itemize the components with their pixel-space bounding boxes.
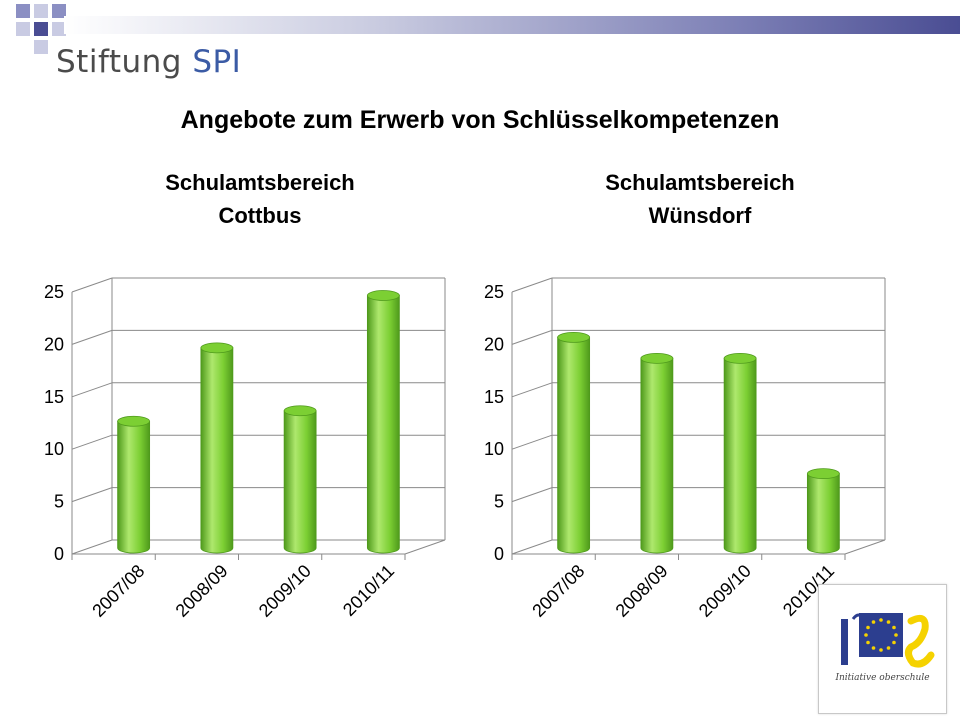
bar-body <box>557 337 591 554</box>
bar-2007/08 <box>557 332 591 554</box>
y-tick-label: 5 <box>494 492 504 512</box>
y-tick-label: 15 <box>44 387 64 407</box>
gridline-side <box>511 329 553 345</box>
bar-top <box>117 415 151 427</box>
chart-title-wuensdorf: Schulamtsbereich Wünsdorf <box>510 166 890 232</box>
bar-top <box>557 332 591 343</box>
eu-star-icon <box>892 625 896 630</box>
eu-star-icon <box>871 646 876 650</box>
eu-star-icon <box>879 618 883 622</box>
eu-star-icon <box>894 633 898 637</box>
gridline-side <box>511 539 553 555</box>
ios-logo-caption: Initiative oberschule <box>835 673 930 683</box>
gridline-side <box>71 487 113 503</box>
gridline-side <box>71 539 113 555</box>
bar-top <box>640 352 674 364</box>
gridline-side <box>511 277 553 293</box>
decorative-squares <box>0 0 80 60</box>
header-gradient-bar <box>64 16 960 34</box>
bar-body <box>283 410 317 554</box>
gridline-side <box>71 434 113 450</box>
x-tick-label: 2009/10 <box>695 561 755 621</box>
eu-star-icon <box>886 620 891 624</box>
y-tick-label: 0 <box>54 544 64 564</box>
y-tick-label: 25 <box>484 282 504 302</box>
page-title: Angebote zum Erwerb von Schlüsselkompete… <box>180 106 780 134</box>
bar-2008/09 <box>640 352 674 554</box>
eu-star-icon <box>892 640 896 645</box>
floor-right-edge <box>844 539 886 555</box>
bar-top <box>366 290 400 301</box>
bar-chart-cottbus: 0 5 10 15 20 25 2007/08 2008/09 2009/10 2010/11 <box>44 277 446 621</box>
bar-2010/11 <box>806 468 840 554</box>
eu-star-icon <box>886 646 891 650</box>
x-tick-label: 2007/08 <box>88 561 148 621</box>
chart-title-line2: Cottbus <box>218 203 302 228</box>
y-tick-label: 10 <box>484 439 504 459</box>
logo-word-spi: SPI <box>192 44 242 80</box>
x-tick-label: 2008/09 <box>612 561 672 621</box>
bar-2010/11 <box>366 290 400 554</box>
initiative-oberschule-logo: Initiative oberschule <box>818 584 947 714</box>
eu-star-icon <box>866 625 870 630</box>
eu-star-icon <box>866 640 870 645</box>
x-tick-label: 2008/09 <box>172 561 232 621</box>
eu-star-icon <box>871 620 876 624</box>
gridline-side <box>511 487 553 503</box>
gridline-side <box>71 329 113 345</box>
gridline-side <box>71 382 113 398</box>
bar-body <box>200 347 234 554</box>
bar-2007/08 <box>117 415 151 554</box>
stiftung-spi-logo: Stiftung SPI <box>56 44 241 80</box>
floor-right-edge <box>404 539 446 555</box>
logo-word-stiftung: Stiftung <box>56 44 182 80</box>
bar-2009/10 <box>283 405 317 554</box>
x-tick-label: 2009/10 <box>255 561 315 621</box>
y-tick-label: 5 <box>54 492 64 512</box>
eu-star-icon <box>864 633 868 637</box>
gridline-side <box>511 434 553 450</box>
bar-top <box>200 342 234 354</box>
bar-body <box>806 473 840 554</box>
y-tick-label: 20 <box>484 334 504 354</box>
y-tick-label: 15 <box>484 387 504 407</box>
y-tick-label: 25 <box>44 282 64 302</box>
bar-2008/09 <box>200 342 234 554</box>
bar-top <box>283 405 317 417</box>
chart-title-cottbus: Schulamtsbereich Cottbus <box>70 166 450 232</box>
x-tick-label: 2007/08 <box>528 561 588 621</box>
chart-title-line1: Schulamtsbereich <box>165 170 355 195</box>
y-tick-label: 20 <box>44 334 64 354</box>
bar-body <box>117 420 151 554</box>
eu-star-icon <box>879 648 883 652</box>
bar-body <box>723 357 757 554</box>
bar-body <box>640 357 674 554</box>
chart-title-line1: Schulamtsbereich <box>605 170 795 195</box>
y-tick-label: 0 <box>494 544 504 564</box>
x-tick-label: 2010/11 <box>339 561 398 620</box>
gridline-side <box>511 382 553 398</box>
bar-2009/10 <box>723 352 757 554</box>
chart-title-line2: Wünsdorf <box>648 203 752 228</box>
ios-eu-stars-logo-icon <box>841 613 935 668</box>
bar-top <box>806 468 840 480</box>
y-tick-label: 10 <box>44 439 64 459</box>
bar-body <box>366 295 400 554</box>
gridline-side <box>71 277 113 293</box>
bar-top <box>723 352 757 364</box>
